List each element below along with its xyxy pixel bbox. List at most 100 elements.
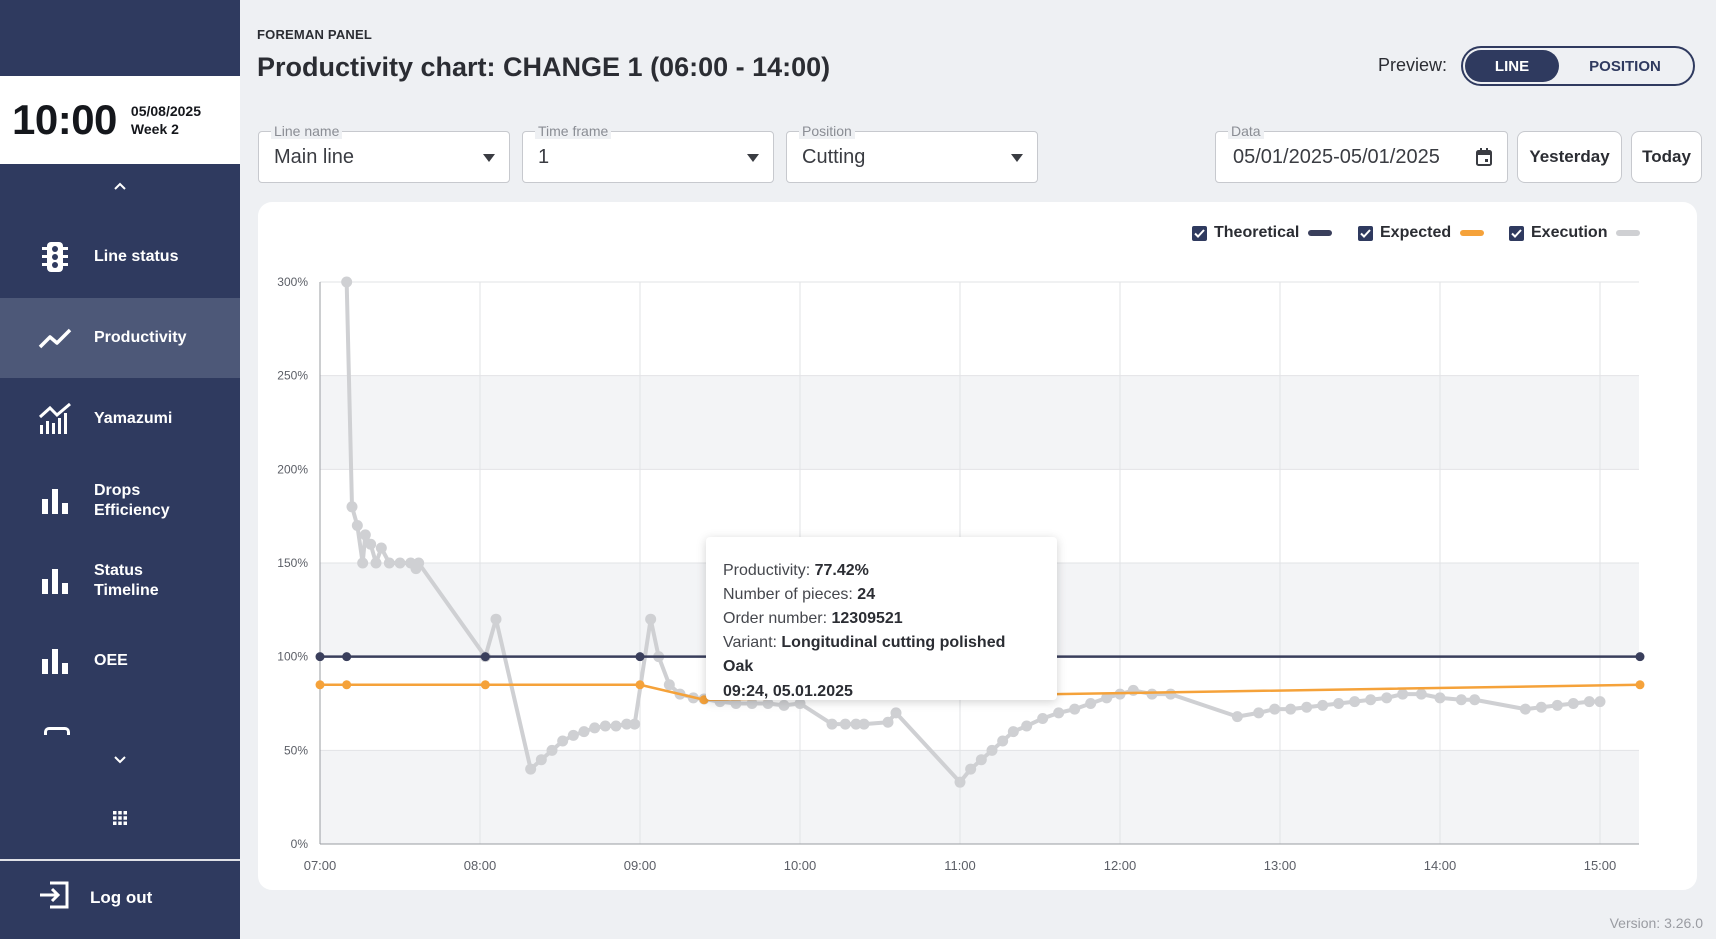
checkbox-checked-icon[interactable] [1509, 225, 1524, 241]
line-name-label: Line name [271, 123, 343, 139]
yesterday-button[interactable]: Yesterday [1517, 131, 1622, 183]
y-tick-label: 150% [277, 556, 308, 570]
bar-chart-icon [38, 564, 72, 598]
data-point-execution [1551, 699, 1563, 711]
scroll-down-button[interactable] [0, 752, 240, 770]
bar-chart-icon [38, 484, 72, 518]
data-point-execution [1469, 694, 1481, 706]
panel-label: FOREMAN PANEL [257, 27, 373, 42]
logout-label: Log out [90, 887, 153, 907]
preview-toggle: LINE POSITION [1461, 46, 1695, 86]
legend-theoretical[interactable]: Theoretical [1192, 224, 1333, 242]
data-point-execution [1101, 692, 1113, 704]
legend-label: Execution [1531, 224, 1608, 241]
data-point-execution [1535, 701, 1547, 713]
date-range-field[interactable]: Data 05/01/2025-05/01/2025 [1215, 123, 1508, 183]
data-point-execution [1519, 703, 1531, 715]
data-point-execution [1269, 703, 1281, 715]
sidebar-item-drops-efficiency[interactable]: Drops Efficiency [0, 462, 240, 540]
chevron-up-icon [114, 182, 126, 190]
partial-nav-icon [44, 727, 70, 735]
calendar-icon[interactable] [1475, 147, 1493, 172]
data-point-execution [839, 718, 851, 730]
preview-label: Preview: [1378, 55, 1448, 75]
line-name-select[interactable]: Line name Main line [258, 123, 510, 183]
x-tick-label: 08:00 [464, 858, 497, 873]
data-point-execution [621, 718, 633, 730]
data-point-execution [375, 542, 387, 554]
data-point-execution [645, 613, 657, 625]
legend-execution[interactable]: Execution [1509, 224, 1641, 242]
sidebar-item-oee[interactable]: OEE [0, 622, 240, 700]
data-point-execution [890, 707, 902, 719]
clock-week: Week 2 [130, 121, 179, 137]
legend-swatch [1616, 230, 1641, 236]
x-tick-label: 15:00 [1584, 858, 1617, 873]
version-label: Version: 3.26.0 [1609, 915, 1703, 931]
data-point-execution [383, 557, 395, 569]
x-tick-label: 14:00 [1424, 858, 1457, 873]
tooltip-order: Order number: 12309521 [723, 607, 1040, 631]
data-point-execution [882, 716, 894, 728]
data-point-execution [589, 722, 601, 734]
today-button[interactable]: Today [1631, 131, 1702, 183]
data-point-theoretical [635, 652, 645, 662]
data-point-execution [663, 679, 675, 691]
sidebar-item-status-timeline[interactable]: Status Timeline [0, 542, 240, 620]
data-point-execution [1021, 720, 1033, 732]
data-point-execution [357, 557, 369, 569]
sidebar-divider [0, 859, 240, 861]
tooltip-productivity: Productivity: 77.42% [723, 559, 1040, 583]
data-point-execution [1231, 711, 1243, 723]
data-point-execution [1127, 684, 1139, 696]
data-point-execution [525, 763, 537, 775]
apps-grid-button[interactable] [0, 810, 240, 831]
data-point-execution [370, 557, 382, 569]
data-point-execution [1365, 694, 1377, 706]
tooltip-value: 12309521 [831, 610, 903, 627]
y-tick-label: 200% [277, 462, 308, 476]
data-point-execution [1349, 696, 1361, 708]
data-point-expected [480, 680, 490, 690]
tooltip-value: 24 [857, 586, 876, 603]
checkbox-checked-icon[interactable] [1358, 225, 1373, 241]
sidebar-item-yamazumi[interactable]: Yamazumi [0, 380, 240, 458]
sidebar-item-productivity[interactable]: Productivity [0, 298, 240, 378]
tooltip-pieces: Number of pieces: 24 [723, 583, 1040, 607]
data-point-execution [351, 520, 363, 532]
data-point-execution [1301, 701, 1313, 713]
legend-expected[interactable]: Expected [1358, 224, 1485, 242]
legend-swatch [1308, 230, 1333, 236]
logout-button[interactable]: Log out [38, 880, 152, 915]
line-name-value: Main line [274, 146, 355, 168]
data-point-execution [1455, 694, 1467, 706]
grid-band [320, 750, 1639, 844]
data-point-execution [1434, 692, 1446, 704]
data-point-execution [1583, 696, 1595, 708]
scroll-up-button[interactable] [0, 180, 240, 198]
preview-option-line[interactable]: LINE [1465, 50, 1559, 82]
tooltip-label: Order number: [723, 610, 828, 627]
data-point-execution [1146, 688, 1158, 700]
sidebar-item-label: Status Timeline [94, 562, 159, 599]
data-point-execution [1053, 707, 1065, 719]
page-title: Productivity chart: CHANGE 1 (06:00 - 14… [257, 52, 831, 82]
data-point-execution [567, 729, 579, 741]
tooltip-timestamp: 09:24, 05.01.2025 [723, 683, 853, 700]
time-frame-select[interactable]: Time frame 1 [522, 123, 774, 183]
clock-date: 05/08/2025 [130, 103, 201, 119]
preview-option-position[interactable]: POSITION [1589, 57, 1661, 75]
chart-tooltip: Productivity: 77.42% Number of pieces: 2… [706, 537, 1057, 700]
grid-icon [113, 811, 127, 825]
data-point-theoretical [315, 652, 325, 662]
checkbox-checked-icon[interactable] [1192, 225, 1207, 241]
legend-label: Expected [1380, 224, 1452, 241]
y-tick-label: 50% [284, 743, 308, 757]
position-label: Position [799, 123, 855, 139]
data-point-execution [546, 744, 558, 756]
data-point-execution [629, 718, 641, 730]
sidebar-item-line-status[interactable]: Line status [0, 218, 240, 296]
position-select[interactable]: Position Cutting [786, 123, 1038, 183]
time-frame-value: 1 [538, 146, 550, 168]
productivity-chart[interactable]: 0% 50% 100% 150% 200% 250% 300% 07:00 08:00 09:00… [258, 202, 1697, 890]
